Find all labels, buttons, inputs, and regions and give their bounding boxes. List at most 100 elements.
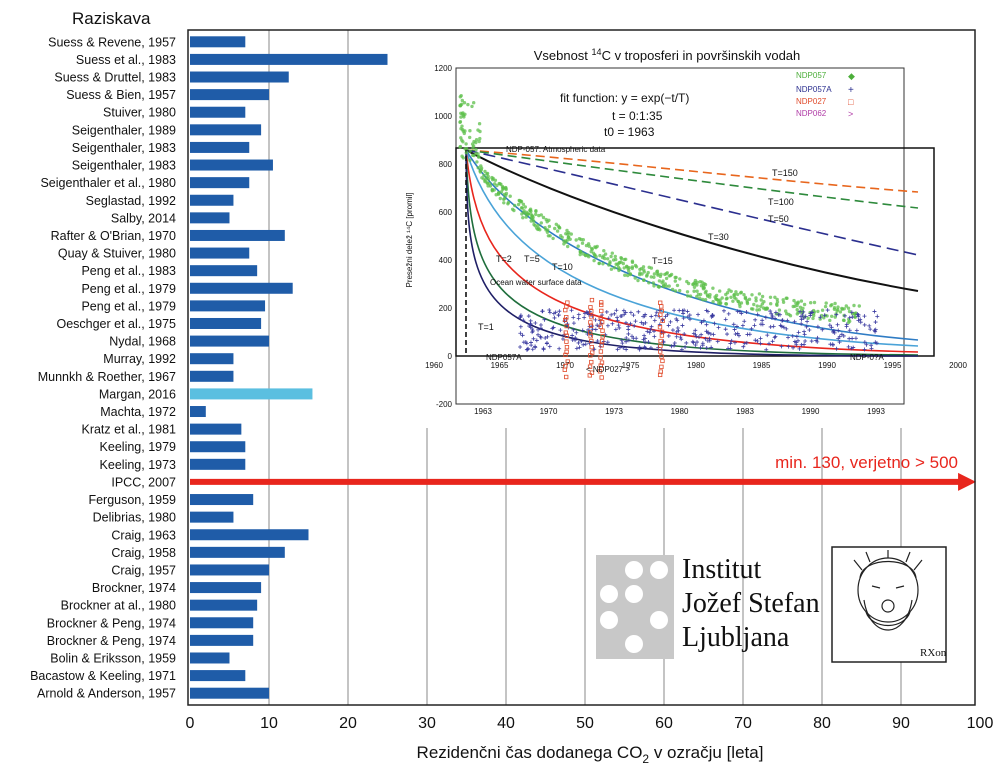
green-point: [555, 223, 558, 226]
green-point: [534, 224, 537, 227]
green-point: [521, 206, 524, 209]
green-point: [509, 195, 512, 198]
green-point: [657, 285, 660, 288]
ijs-dot: [625, 585, 643, 603]
category-label: Peng et al., 1979: [81, 299, 176, 313]
green-point: [674, 289, 677, 292]
green-point: [704, 298, 707, 301]
green-point: [718, 289, 721, 292]
category-label: Margan, 2016: [99, 387, 176, 401]
green-point: [652, 284, 655, 287]
green-point: [478, 137, 481, 140]
green-point: [609, 255, 612, 258]
inset-y-tick: 0: [448, 352, 453, 361]
green-point: [839, 310, 842, 313]
green-point: [642, 265, 645, 268]
green-point: [724, 302, 727, 305]
inset-x-tick-outer: 1980: [671, 407, 689, 416]
green-point: [551, 237, 554, 240]
bar: [190, 177, 249, 188]
label-t100: T=100: [768, 197, 794, 207]
category-label: Seigenthaler, 1983: [72, 141, 176, 155]
green-point: [543, 226, 546, 229]
green-point: [465, 151, 468, 154]
green-point: [755, 308, 758, 311]
bar: [190, 89, 269, 100]
bar: [190, 72, 289, 83]
bar: [190, 600, 257, 611]
bar: [190, 512, 233, 523]
green-point: [548, 234, 551, 237]
category-label: IPCC, 2007: [111, 475, 176, 489]
green-point: [618, 261, 621, 264]
category-label: Stuiver, 1980: [103, 106, 176, 120]
bar: [190, 160, 273, 171]
green-point: [650, 275, 653, 278]
ijs-name-line-1: Institut: [682, 554, 762, 585]
green-point: [643, 270, 646, 273]
green-point: [778, 308, 781, 311]
bar: [190, 494, 253, 505]
green-point: [558, 226, 561, 229]
green-point: [462, 115, 465, 118]
green-point: [530, 216, 533, 219]
green-point: [676, 284, 679, 287]
category-label: Bolin & Eriksson, 1959: [50, 651, 176, 665]
bar: [190, 124, 261, 135]
green-point: [703, 286, 706, 289]
green-point: [468, 150, 471, 153]
inset-x-tick-outer: 1963: [474, 407, 492, 416]
green-point: [721, 296, 724, 299]
green-point: [800, 299, 803, 302]
chart-title: Raziskava: [72, 9, 151, 28]
green-point: [858, 304, 861, 307]
green-point: [608, 262, 611, 265]
green-point: [816, 310, 819, 313]
label-t10: T=10: [552, 262, 573, 272]
green-point: [760, 298, 763, 301]
annotation-ndp0a: NDP-0?A: [850, 353, 884, 362]
green-point: [842, 319, 845, 322]
green-point: [464, 142, 467, 145]
green-point: [659, 275, 662, 278]
green-point: [463, 132, 466, 135]
green-point: [665, 285, 668, 288]
label-t1: T=1: [478, 322, 494, 332]
green-point: [796, 312, 799, 315]
green-point: [468, 136, 471, 139]
green-point: [758, 292, 761, 295]
green-point: [833, 302, 836, 305]
bar: [190, 371, 233, 382]
green-point: [852, 304, 855, 307]
green-point: [699, 280, 702, 283]
ijs-dot: [625, 635, 643, 653]
inset-x-tick-inner: 1995: [884, 361, 902, 370]
green-point: [520, 212, 523, 215]
green-point: [752, 303, 755, 306]
green-point: [636, 279, 639, 282]
category-label: Kratz et al., 1981: [81, 423, 176, 437]
green-point: [803, 303, 806, 306]
green-point: [459, 145, 462, 148]
bar: [190, 547, 285, 558]
green-point: [553, 227, 556, 230]
green-point: [731, 300, 734, 303]
x-tick-label: 70: [734, 715, 752, 732]
green-point: [821, 309, 824, 312]
green-point: [829, 304, 832, 307]
inset-x-tick-labels-inner: 1960 1965 1970 1975 1980 1985 1990 1995 2000: [425, 361, 967, 370]
category-label: Murray, 1992: [103, 352, 176, 366]
green-point: [622, 262, 625, 265]
green-point: [614, 255, 617, 258]
category-label: Seigenthaler, 1989: [72, 123, 176, 137]
annotation-ndp057a: NDP057A: [486, 353, 522, 362]
category-label: Peng et al., 1983: [81, 264, 176, 278]
x-tick-label: 40: [497, 715, 515, 732]
green-point: [478, 122, 481, 125]
green-point: [648, 266, 651, 269]
green-point: [629, 273, 632, 276]
green-point: [645, 274, 648, 277]
x-tick-label: 80: [813, 715, 831, 732]
green-point: [787, 313, 790, 316]
green-point: [472, 101, 475, 104]
